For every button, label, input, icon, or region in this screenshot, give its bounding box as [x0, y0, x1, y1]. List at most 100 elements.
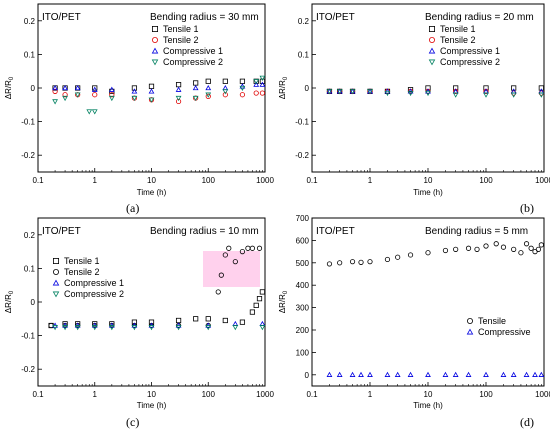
panel-a-series-4-point [239, 85, 246, 92]
panel-a-ytick-label: -0.1 [21, 118, 35, 127]
panel-a-frame [37, 3, 266, 173]
panel-b-ytick-label: -0.1 [295, 118, 309, 127]
panel-c-series-3-point [232, 320, 239, 327]
panel-d-series-1-point [367, 259, 373, 265]
panel-a-series-2-point [175, 98, 182, 105]
panel-b-series-4-point [326, 89, 333, 95]
panel-a-ylabel-sub: 0 [9, 76, 15, 80]
panel-a-annotation: Bending radius = 30 mm [150, 12, 259, 23]
panel-d-xtick-label: 1 [368, 390, 373, 399]
panel-c-series-4-point [175, 325, 182, 331]
panel-c-ytick-label: 0.1 [24, 264, 36, 273]
panel-a-series-1-point [92, 85, 98, 91]
panel-a-series-1-point [259, 78, 266, 84]
panel-b-series-4-point [425, 90, 431, 97]
panel-d-series-2 [326, 371, 545, 377]
panel-c-series-1-point [148, 319, 155, 325]
panel-d-ylabel: ΔR/R0 [278, 290, 289, 313]
panel-a-series-4-point [253, 79, 260, 85]
panel-a-series-1 [52, 78, 266, 94]
panel-a-series-1-point [222, 78, 228, 84]
panel-a-xtick-label: 0.1 [32, 176, 44, 185]
panel-c-series-4-point [205, 325, 212, 331]
panel-b-series-1-point [453, 85, 459, 91]
panel-d-series-1-point [407, 252, 414, 258]
panel-d-series-1-point [384, 256, 391, 263]
panel-b-xtick-label: 1000 [535, 176, 550, 185]
panel-a-series-4-point [259, 75, 266, 81]
panel-d-ytick-label: 300 [296, 304, 310, 313]
panel-d-series-1-point [425, 250, 431, 256]
panel-a-series-3-point [205, 84, 212, 91]
panel-d-series-2-point [336, 371, 343, 377]
panel-c-annotation: Bending radius = 10 mm [150, 226, 259, 237]
panel-a-legend-marker-2 [151, 37, 158, 44]
panel-a-series-2 [52, 88, 266, 105]
panel-a: ITO/PET Bending radius = 30 mm Time (h) … [4, 3, 274, 215]
panel-d-xtick-label: 10 [424, 390, 433, 399]
panel-a-series-4-point [175, 95, 182, 102]
panel-c-series-4 [52, 325, 266, 331]
panel-a-series-1-point [205, 78, 211, 84]
panel-b-frame [311, 3, 545, 173]
panel-c-legend-label-2: Tensile 2 [64, 267, 100, 277]
panel-a-series-2-point [52, 88, 58, 94]
panel-c-highlight [203, 251, 260, 287]
panel-c-ylabel-sub: 0 [9, 290, 15, 294]
panel-b-legend-label-2: Tensile 2 [440, 35, 476, 45]
panel-d-series-2-point [483, 371, 489, 377]
panel-d-series-1-point [493, 241, 499, 247]
panel-a-series-4-point [131, 95, 138, 102]
panel-d-xtick-label: 100 [479, 390, 493, 399]
panel-c-series-1-point [239, 319, 246, 325]
panel-d-ytick-label: 500 [296, 259, 310, 268]
panel-b-series-4-point [349, 89, 356, 95]
panel-c-series-4-point [108, 325, 115, 331]
panel-d: ITO/PET Bending radius = 5 mm Time (h) Δ… [278, 214, 550, 429]
panel-c-series-4-point [259, 325, 266, 331]
panel-a-series-4-point [52, 99, 58, 105]
panel-a-ytick-label: 0.1 [24, 50, 36, 59]
panel-d-series-2-point [358, 371, 364, 377]
panel-c: ITO/PET Bending radius = 10 mm Time (h) … [4, 217, 274, 429]
panel-c-series-4-point [148, 325, 155, 331]
panel-c-series-2-point [249, 245, 256, 251]
panel-c-series-1-point [175, 317, 182, 324]
panel-c-series-2-point [245, 245, 251, 251]
panel-c-series-2-point [218, 272, 224, 278]
panel-c-series-2-point [232, 259, 238, 265]
panel-a-series-3-point [91, 86, 98, 92]
panel-a-series-3-point [222, 84, 229, 91]
panel-d-series-2-point [384, 371, 391, 377]
panel-b-legend-label-4: Compressive 2 [440, 57, 500, 67]
panel-c-xtick-label: 100 [202, 390, 216, 399]
panel-c-ytick-label: 0.2 [24, 231, 36, 240]
panel-c-series-1-point [249, 309, 256, 315]
panel-d-series-1-point [358, 259, 364, 265]
panel-b-legend-marker-4 [428, 59, 436, 66]
panel-a-series-4-point [74, 92, 81, 98]
panel-d-series-2-point [349, 371, 356, 377]
panel-b-ytick-label: 0 [305, 84, 310, 93]
panel-a-series-3-point [131, 88, 138, 94]
panel-b-series-1-point [483, 85, 489, 91]
panel-a-xtick-label: 1 [93, 176, 98, 185]
panel-b-series-4 [326, 89, 545, 98]
panel-b-series-4-point [336, 89, 343, 95]
panel-a-series-3-point [253, 81, 260, 87]
panel-d-series-1 [326, 241, 544, 267]
panel-a-ytick-label: -0.2 [21, 151, 35, 160]
panel-d-series-2-point [510, 371, 517, 377]
panel-d-legend-label-1: Tensile [478, 316, 506, 326]
panel-a-series-4-point [86, 109, 93, 115]
panel-b-series-4-point [538, 92, 545, 98]
panel-c-series-2-point [215, 289, 221, 295]
panel-a-series-3-point [74, 84, 81, 91]
panel-b-annotation: Bending radius = 20 mm [425, 12, 534, 23]
panel-b-sample-label: ITO/PET [316, 12, 355, 23]
panel-d-sample-label: ITO/PET [316, 226, 355, 237]
panel-d-ytick-label: 400 [296, 281, 310, 290]
panel-a-series-4-point [62, 95, 68, 102]
panel-d-series-2-point [523, 371, 530, 377]
panel-b-legend-marker-3 [428, 47, 436, 54]
